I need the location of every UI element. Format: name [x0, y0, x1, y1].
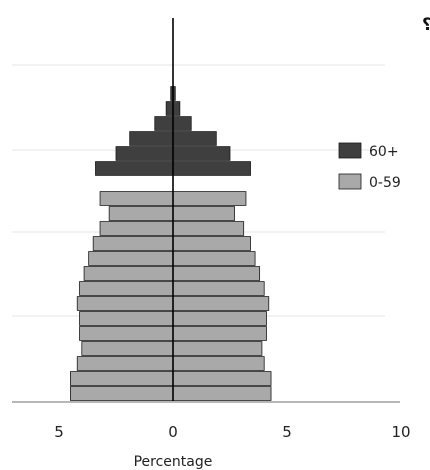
- x-tick-label: 10: [391, 423, 410, 441]
- bar-0-59-right: [172, 356, 265, 371]
- bar-60-plus-right: [172, 131, 217, 146]
- x-tick-label: 5: [54, 423, 64, 441]
- bar-0-59-right: [172, 221, 245, 236]
- legend-swatch: [338, 142, 362, 159]
- bar-0-59-right: [172, 296, 270, 311]
- legend-swatch: [338, 173, 362, 190]
- axes: [12, 18, 400, 403]
- bar-60-plus-left: [129, 131, 174, 146]
- bar-0-59-left: [99, 221, 174, 236]
- bar-0-59-right: [172, 236, 251, 251]
- bar-0-59-left: [76, 296, 174, 311]
- legend: 60+ 0-59: [338, 142, 401, 191]
- bar-60-plus-left: [154, 116, 174, 131]
- bar-0-59-right: [172, 386, 272, 401]
- bar-60-plus-left: [165, 101, 174, 116]
- bar-0-59-left: [83, 266, 174, 281]
- bar-0-59-right: [172, 251, 256, 266]
- bar-0-59-left: [79, 281, 174, 296]
- bar-0-59-right: [172, 191, 247, 206]
- bar-60-plus-right: [172, 101, 181, 116]
- bar-60-plus-right: [172, 161, 251, 176]
- x-axis-label: Percentage: [134, 454, 213, 470]
- bar-0-59-right: [172, 281, 265, 296]
- bar-0-59-left: [108, 206, 174, 221]
- bar-0-59-left: [99, 191, 174, 206]
- bar-0-59-left: [70, 386, 174, 401]
- bar-0-59-left: [70, 371, 174, 386]
- x-tick-label: 0: [168, 423, 178, 441]
- bar-0-59-right: [172, 311, 267, 326]
- bar-60-plus-left: [115, 146, 174, 161]
- bar-0-59-left: [79, 311, 174, 326]
- bar-0-59-right: [172, 206, 235, 221]
- bar-0-59-left: [88, 251, 174, 266]
- bar-0-59-right: [172, 341, 263, 356]
- legend-label: 60+: [369, 144, 399, 160]
- bar-0-59-right: [172, 326, 267, 341]
- bar-0-59-right: [172, 371, 272, 386]
- chart-title: وره ای می‌باشد؟: [422, 15, 430, 35]
- bar-0-59-left: [79, 326, 174, 341]
- tick-labels: 5 0 5 10: [54, 423, 410, 441]
- bars: [70, 86, 272, 401]
- bar-0-59-left: [76, 356, 174, 371]
- bar-0-59-left: [81, 341, 174, 356]
- bar-0-59-left: [92, 236, 174, 251]
- bar-0-59-right: [172, 266, 261, 281]
- legend-label: 0-59: [369, 175, 401, 191]
- bar-60-plus-right: [172, 146, 231, 161]
- x-tick-label: 5: [282, 423, 292, 441]
- bar-60-plus-left: [95, 161, 174, 176]
- bar-60-plus-right: [172, 116, 192, 131]
